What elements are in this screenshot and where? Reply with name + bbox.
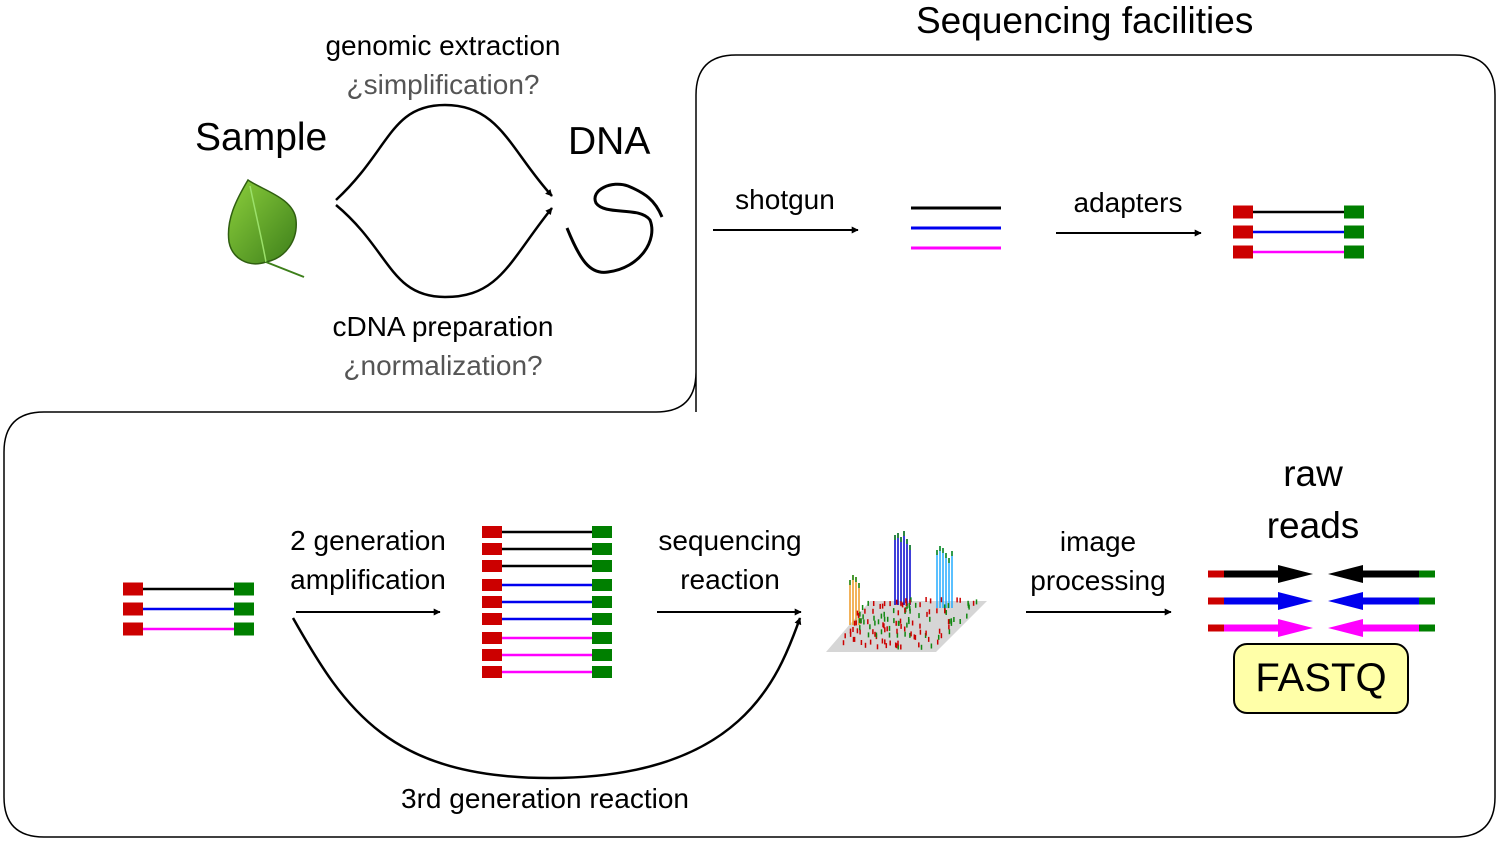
read-adapter-left — [1208, 570, 1224, 578]
cdna-preparation-path — [335, 204, 553, 299]
adapter-right — [592, 560, 612, 572]
leaf-icon — [227, 178, 305, 278]
raw-reads-label-line1: raw — [1283, 453, 1343, 494]
sample-label: Sample — [195, 116, 328, 159]
dna-fragments — [911, 206, 1001, 250]
adapter-ligated-fragments — [1233, 205, 1364, 259]
adapter-right — [234, 602, 254, 616]
third-generation-label: 3rd generation reaction — [401, 783, 689, 814]
adapter-left — [123, 582, 143, 596]
read-adapter-right — [1419, 570, 1435, 578]
read-adapter-left — [1208, 597, 1224, 605]
shotgun-label: shotgun — [735, 184, 835, 215]
reverse-read-body — [1361, 624, 1419, 632]
adapter-left — [1233, 205, 1253, 219]
adapter-right — [592, 579, 612, 591]
raw-reads-arrows — [1208, 565, 1435, 637]
adapter-left — [482, 613, 502, 625]
sequencing-label-line1: sequencing — [658, 525, 802, 556]
adapter-left — [123, 602, 143, 616]
amplified-fragments — [482, 526, 612, 678]
forward-read-head — [1278, 619, 1313, 637]
read-adapter-left — [1208, 624, 1224, 632]
cdna-preparation-label: cDNA preparation — [332, 311, 554, 342]
adapter-right — [592, 543, 612, 555]
image-processing-label-line1: image — [1059, 526, 1137, 557]
simplification-label: ¿simplification? — [346, 69, 540, 100]
adapter-right — [592, 526, 612, 538]
dna-strand-icon — [565, 182, 664, 274]
adapter-right — [234, 622, 254, 636]
adapter-right — [234, 582, 254, 596]
diagram-title: Sequencing facilities — [916, 0, 1254, 41]
sequencing-label-line2: reaction — [680, 564, 780, 595]
reverse-read-body — [1361, 570, 1419, 578]
adapter-left — [482, 632, 502, 644]
adapter-right — [1344, 225, 1364, 239]
normalization-label: ¿normalization? — [343, 350, 543, 381]
adapter-right — [1344, 205, 1364, 219]
adapter-right — [592, 613, 612, 625]
adapter-right — [1344, 245, 1364, 259]
adapter-left — [482, 649, 502, 661]
fastq-label: FASTQ — [1255, 656, 1387, 700]
facility-boundary — [3, 54, 1496, 838]
genomic-extraction-path — [335, 103, 553, 201]
read-adapter-right — [1419, 597, 1435, 605]
amplification-label-line2: amplification — [290, 564, 446, 595]
read-adapter-right — [1419, 624, 1435, 632]
forward-read-head — [1278, 565, 1313, 583]
fastq-box: FASTQ — [1233, 643, 1409, 714]
adapter-left — [482, 579, 502, 591]
forward-read-head — [1278, 592, 1313, 610]
adapters-label: adapters — [1073, 187, 1183, 218]
reverse-read-head — [1328, 565, 1363, 583]
library-fragments — [123, 582, 254, 636]
dna-label: DNA — [568, 120, 651, 163]
reverse-read-body — [1361, 597, 1419, 605]
forward-read-body — [1224, 570, 1280, 578]
amplification-label-line1: 2 generation — [290, 525, 446, 556]
adapter-right — [592, 666, 612, 678]
image-processing-label-line2: processing — [1030, 565, 1166, 596]
forward-read-body — [1224, 624, 1280, 632]
adapter-left — [123, 622, 143, 636]
raw-reads-label-line2: reads — [1266, 505, 1360, 546]
adapter-left — [482, 526, 502, 538]
adapter-right — [592, 632, 612, 644]
reverse-read-head — [1328, 619, 1363, 637]
adapter-left — [1233, 225, 1253, 239]
third-generation-path — [291, 617, 802, 780]
adapter-left — [1233, 245, 1253, 259]
adapter-right — [592, 649, 612, 661]
forward-read-body — [1224, 597, 1280, 605]
genomic-extraction-label: genomic extraction — [325, 30, 561, 61]
adapter-left — [482, 596, 502, 608]
reverse-read-head — [1328, 592, 1363, 610]
adapter-left — [482, 543, 502, 555]
adapter-left — [482, 666, 502, 678]
sequencing-signal-plot-icon — [826, 531, 987, 652]
adapter-right — [592, 596, 612, 608]
adapter-left — [482, 560, 502, 572]
